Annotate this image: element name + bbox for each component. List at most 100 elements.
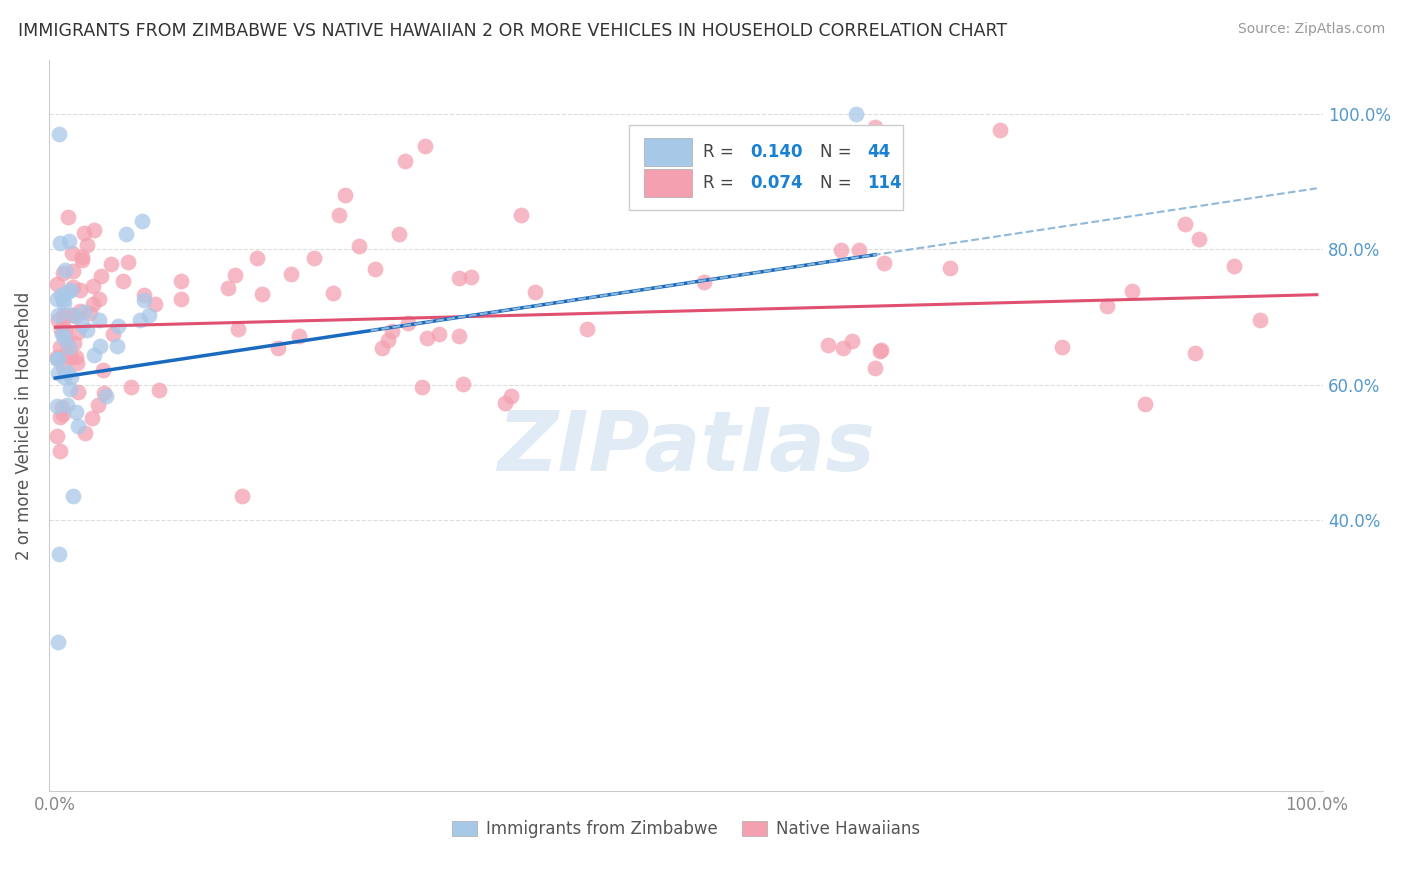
Point [49,323,72,337]
Point [67,385,90,400]
FancyBboxPatch shape [644,169,692,197]
Point [377,334,399,348]
Point [45,277,67,292]
Point [328,208,350,222]
Point [51,326,73,341]
Point [46,352,69,367]
Point [52,318,75,333]
Point [523,285,546,299]
Point [111,274,134,288]
Point [246,251,269,265]
Point [72,305,94,319]
Point [59,351,82,365]
Point [100,257,122,271]
Text: N =: N = [820,174,856,193]
Point [48,547,70,561]
Point [510,208,533,222]
Point [60,246,83,260]
Point [56,210,79,224]
Text: IMMIGRANTS FROM ZIMBABWE VS NATIVE HAWAIIAN 2 OR MORE VEHICLES IN HOUSEHOLD CORR: IMMIGRANTS FROM ZIMBABWE VS NATIVE HAWAI… [18,22,1008,40]
Point [69,283,91,297]
Point [865,120,887,135]
Point [65,309,87,323]
Point [132,293,155,308]
Point [831,341,853,355]
Point [49,443,72,458]
Point [869,343,891,358]
Point [73,226,96,240]
Point [45,292,67,306]
Point [394,154,416,169]
Point [1121,285,1143,299]
Point [494,395,516,409]
Point [90,268,112,283]
Text: R =: R = [703,174,738,193]
Point [94,389,117,403]
Point [56,398,79,412]
Point [117,254,139,268]
Point [89,292,111,306]
Point [67,419,90,434]
Point [451,377,474,392]
Point [46,635,69,649]
Point [46,308,69,322]
Point [58,340,80,354]
Point [280,267,302,281]
Point [62,279,84,293]
Point [1188,232,1211,246]
Point [499,389,522,403]
Point [65,405,87,419]
Point [447,329,470,343]
Point [830,243,852,257]
Point [848,243,870,257]
Point [56,334,79,349]
Point [845,107,868,121]
Point [60,308,83,322]
Point [371,341,394,355]
Point [62,308,84,322]
Point [58,234,80,248]
Point [101,327,124,342]
Point [267,341,290,355]
Point [231,489,253,503]
Point [60,369,83,384]
Point [413,139,436,153]
Point [48,352,70,367]
Point [288,329,311,343]
Point [56,285,79,299]
Point [388,227,411,242]
Point [76,323,98,337]
Point [863,361,886,376]
Point [60,283,83,297]
Point [129,312,152,326]
Point [45,399,67,413]
Point [143,297,166,311]
Text: 114: 114 [868,174,901,193]
Point [105,339,128,353]
Point [46,366,69,380]
Point [1135,397,1157,411]
Point [87,313,110,327]
Point [138,308,160,322]
Point [83,223,105,237]
Point [1095,299,1118,313]
Point [170,292,193,306]
Y-axis label: 2 or more Vehicles in Household: 2 or more Vehicles in Household [15,292,32,559]
Point [841,334,863,349]
Point [53,324,76,338]
Point [62,489,84,503]
Point [131,214,153,228]
Point [45,350,67,364]
Point [82,279,104,293]
FancyBboxPatch shape [644,138,692,166]
Point [939,261,962,276]
Text: Source: ZipAtlas.com: Source: ZipAtlas.com [1237,22,1385,37]
Point [217,281,239,295]
Point [53,348,76,362]
Point [91,363,114,377]
Point [70,318,93,333]
Point [56,365,79,379]
Point [1050,340,1073,354]
Point [79,306,101,320]
Point [52,359,75,374]
